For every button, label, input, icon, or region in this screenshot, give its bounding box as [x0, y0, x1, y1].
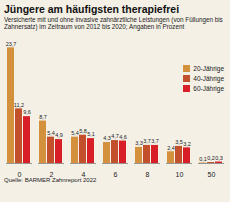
svg-text:3,3: 3,3	[135, 140, 143, 146]
svg-text:5,4: 5,4	[71, 130, 79, 136]
svg-text:4,9: 4,9	[55, 132, 63, 138]
svg-text:9,6: 9,6	[23, 109, 31, 115]
html-text:60-Jährige: 60-Jährige	[193, 84, 224, 92]
html-text:20-Jährige: 20-Jährige	[193, 64, 224, 72]
svg-text:0,2: 0,2	[207, 155, 215, 161]
svg-text:5,1: 5,1	[87, 131, 95, 137]
svg-text:6: 6	[114, 171, 118, 177]
svg-text:3,7: 3,7	[151, 138, 159, 144]
svg-text:5,8: 5,8	[79, 128, 87, 134]
svg-text:8,7: 8,7	[39, 114, 47, 120]
svg-text:8: 8	[146, 171, 150, 177]
svg-text:2,4: 2,4	[167, 144, 175, 150]
svg-text:50: 50	[208, 171, 216, 177]
svg-text:4,6: 4,6	[119, 134, 127, 140]
svg-text:5,4: 5,4	[47, 130, 55, 136]
svg-text:10: 10	[176, 171, 184, 177]
svg-text:11,2: 11,2	[14, 101, 24, 107]
svg-text:3,7: 3,7	[143, 138, 151, 144]
svg-text:4,3: 4,3	[103, 135, 111, 141]
html-text:Jüngere am häufigsten therapie: Jüngere am häufigsten therapiefrei	[4, 3, 179, 15]
svg-text:0,1: 0,1	[199, 156, 207, 162]
svg-text:3,2: 3,2	[183, 140, 191, 146]
svg-text:3,5: 3,5	[175, 139, 183, 145]
html-text:Quelle: BARMER Zahnreport 2022: Quelle: BARMER Zahnreport 2022	[4, 176, 97, 183]
svg-text:4: 4	[82, 171, 86, 177]
html-text:40-Jährige: 40-Jährige	[193, 74, 224, 82]
svg-text:0,3: 0,3	[215, 155, 223, 161]
html-text:Versicherte mit und ohne invas: Versicherte mit und ohne invasive zahnär…	[4, 16, 223, 31]
svg-text:0: 0	[18, 171, 22, 177]
svg-text:2: 2	[50, 171, 54, 177]
svg-text:4,7: 4,7	[111, 133, 119, 139]
svg-text:23,7: 23,7	[6, 40, 17, 46]
